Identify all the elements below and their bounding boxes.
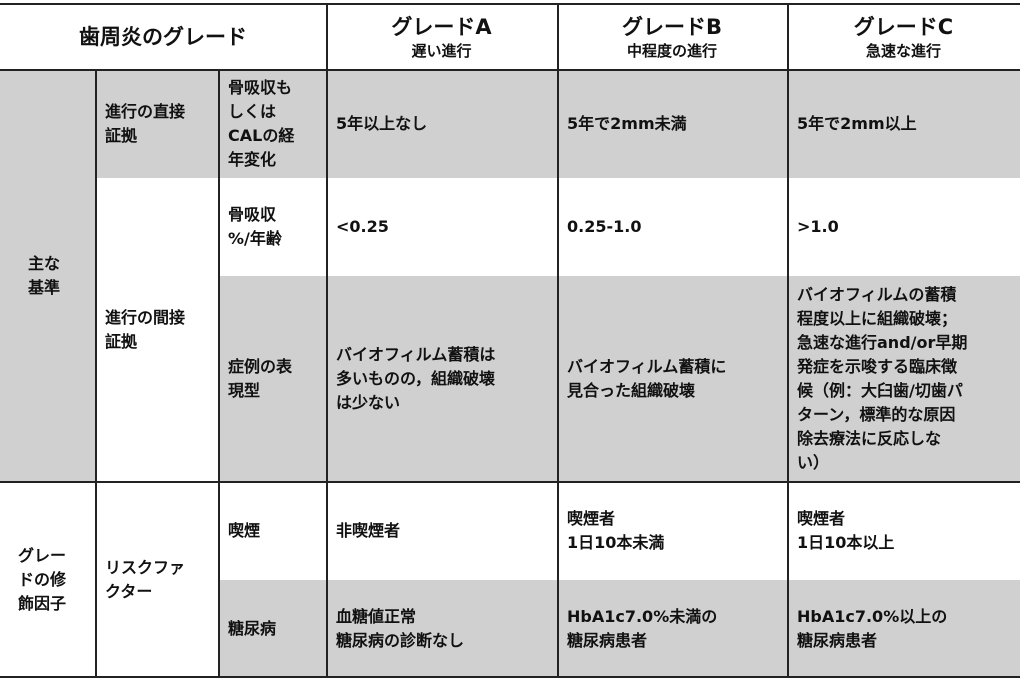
cell-bone-loss-cal-grade-b: 5年で2mm未満 [557, 70, 787, 178]
cell-bone-loss-age-grade-a: <0.25 [336, 217, 389, 236]
cell-case-phenotype-grade-a: バイオフィルム蓄積は 多いものの，組織破壊 は少ない [326, 276, 557, 482]
table-title: 歯周炎のグレード [79, 25, 247, 49]
category-risk: リスクファ クター [105, 557, 186, 601]
cell-case-phenotype-grade-b: バイオフィルム蓄積に 見合った組織破壊 [557, 276, 787, 482]
cell-bone-loss-age-grade-b: 0.25-1.0 [567, 217, 642, 236]
cell-bone-loss-cal-grade-a: 5年以上なし [326, 70, 557, 178]
header-grade-b: グレードB 中程度の進行 [621, 15, 722, 60]
category-indirect: 進行の間接 証拠 [105, 308, 186, 351]
cell-bone-loss-cal-grade-c: 5年で2mm以上 [787, 70, 1020, 178]
header-grade-a: グレードA 遅い進行 [391, 15, 492, 60]
cell-bone-loss-age-grade-c: >1.0 [797, 217, 839, 236]
row-label-bone-loss-age: 骨吸収 %/年齢 [228, 205, 282, 248]
row-label-smoking: 喫煙 [228, 521, 261, 540]
cell-case-phenotype-grade-c: バイオフィルムの蓄積 程度以上に組織破壊； 急速な進行and/or早期 発症を示… [787, 276, 1020, 482]
cell-smoking-grade-c: 喫煙者 1日10本以上 [797, 509, 895, 552]
cell-diabetes-grade-a: 血糖値正常 糖尿病の診断なし [326, 580, 557, 677]
group-modifiers: グレー ドの修 飾因子 [18, 545, 67, 613]
category-direct: 進行の直接 証拠 [95, 70, 218, 178]
cell-diabetes-grade-c: HbA1c7.0%以上の 糖尿病患者 [787, 580, 1020, 677]
header-grade-c: グレードC 急速な進行 [853, 15, 954, 60]
row-label-bone-loss-cal: 骨吸収も しくは CALの経 年変化 [218, 70, 326, 178]
group-primary: 主な 基準 [0, 70, 95, 482]
row-label-diabetes: 糖尿病 [218, 580, 326, 677]
row-label-case-phenotype: 症例の表 現型 [218, 276, 326, 482]
cell-diabetes-grade-b: HbA1c7.0%未満の 糖尿病患者 [557, 580, 787, 677]
cell-smoking-grade-b: 喫煙者 1日10本未満 [567, 509, 665, 552]
cell-smoking-grade-a: 非喫煙者 [336, 521, 401, 540]
